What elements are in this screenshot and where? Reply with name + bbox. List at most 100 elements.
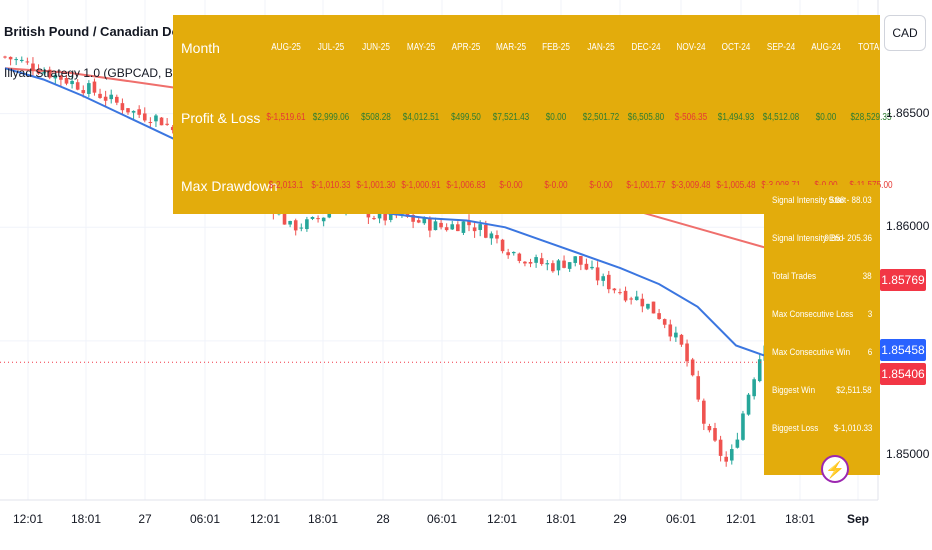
candle-body — [685, 343, 689, 362]
month-cell: AUG-24 — [811, 42, 841, 53]
profit-cell: $499.50 — [451, 112, 481, 123]
candle-body — [500, 239, 505, 252]
drawdown-label: Max Drawdown — [181, 178, 278, 194]
stats-row: Biggest Loss $-1,010.33 — [764, 419, 880, 439]
candle-body — [81, 90, 86, 94]
currency-button[interactable]: CAD — [884, 15, 926, 51]
candle-body — [98, 93, 102, 98]
moving-average-blue — [4, 67, 814, 361]
candle-body — [321, 217, 326, 222]
candle-body — [154, 115, 158, 122]
candle-body — [19, 59, 24, 62]
candle-body — [556, 260, 561, 271]
stats-value: 3 — [867, 309, 872, 320]
candle-body — [579, 256, 583, 265]
price-axis-label: 1.86000 — [886, 219, 930, 234]
month-cell: MAY-25 — [406, 42, 436, 53]
candle-body — [528, 262, 533, 264]
candle-body — [450, 224, 455, 230]
candle-body — [478, 224, 483, 230]
candle-body — [606, 274, 611, 290]
time-axis-label: 06:01 — [189, 512, 221, 526]
candle-body — [64, 78, 69, 84]
stats-label: Signal Intensity Start — [772, 195, 847, 206]
stats-label: Signal Intensity End — [772, 233, 844, 244]
candle-body — [713, 428, 717, 441]
candle-body — [679, 334, 684, 345]
price-tag: 1.85458 — [880, 339, 926, 362]
candle-body — [461, 221, 466, 233]
candle-body — [668, 324, 673, 337]
stats-label: Biggest Win — [772, 385, 816, 396]
candle-body — [741, 413, 745, 440]
candle-body — [293, 220, 298, 231]
candle-body — [590, 266, 594, 269]
candle-body — [433, 221, 438, 231]
candle-body — [8, 56, 13, 60]
profit-cell: $6,505.80 — [627, 112, 665, 123]
candle-body — [416, 220, 421, 223]
month-cell: NOV-24 — [676, 42, 706, 53]
candle-body — [735, 439, 740, 448]
time-axis-label: 12:01 — [486, 512, 518, 526]
candle-body — [495, 235, 499, 239]
candle-body — [103, 96, 108, 101]
candle-body — [646, 303, 650, 309]
drawdown-cell: $-1,001.30 — [356, 180, 396, 191]
drawdown-cell: $-3,009.48 — [671, 180, 711, 191]
candle-body — [657, 313, 661, 319]
candle-body — [545, 263, 550, 265]
profit-cell: $-1,519.61 — [266, 112, 306, 123]
stats-label: Max Consecutive Loss — [772, 309, 854, 320]
drawdown-cell: $-1,000.91 — [401, 180, 441, 191]
candle-body — [472, 227, 477, 232]
candle-body — [126, 108, 130, 113]
candle-body — [428, 218, 432, 231]
candle-body — [310, 216, 315, 219]
candle-body — [42, 71, 46, 74]
lightning-icon[interactable]: ⚡ — [821, 455, 849, 483]
candle-body — [115, 96, 119, 103]
month-cell: FEB-25 — [542, 42, 570, 53]
candle-body — [629, 298, 633, 300]
candle-body — [573, 256, 578, 263]
profit-cell: $28,529.35 — [850, 112, 892, 123]
candle-body — [59, 75, 63, 80]
candle-body — [511, 251, 516, 254]
candle-body — [618, 292, 622, 294]
candle-body — [131, 110, 136, 113]
candle-body — [702, 400, 706, 424]
time-axis-label: 18:01 — [545, 512, 577, 526]
candle-body — [567, 262, 572, 269]
drawdown-cell: $-2,013.1 — [268, 180, 304, 191]
candle-body — [623, 290, 628, 301]
time-axis-label: 06:01 — [426, 512, 458, 526]
profit-cell: $4,012.51 — [402, 112, 440, 123]
time-axis-label: 18:01 — [70, 512, 102, 526]
stats-row: Biggest Win $2,511.58 — [764, 381, 880, 401]
candle-body — [422, 218, 427, 224]
time-axis-label: 06:01 — [665, 512, 697, 526]
time-axis-label: 12:01 — [249, 512, 281, 526]
stats-label: Max Consecutive Win — [772, 347, 851, 358]
candle-body — [142, 113, 147, 121]
time-axis-label: 28 — [376, 512, 390, 526]
candle-body — [305, 219, 309, 230]
profit-cell: $1,494.93 — [717, 112, 755, 123]
candle-body — [31, 63, 35, 71]
candle-body — [53, 74, 58, 79]
time-axis-label: 29 — [613, 512, 627, 526]
profit-cell: $4,512.08 — [762, 112, 800, 123]
candle-body — [92, 81, 97, 93]
candle-body — [148, 122, 153, 124]
candle-body — [456, 224, 460, 232]
candle-body — [489, 233, 494, 239]
profit-row: Profit & Loss $-1,519.61 $2,999.06 $508.28… — [173, 104, 892, 132]
time-axis-label: 27 — [138, 512, 152, 526]
candle-body — [25, 61, 30, 63]
candle-body — [299, 227, 304, 229]
candle-body — [640, 298, 645, 307]
stats-row: Max Consecutive Win 6 — [764, 343, 880, 363]
time-axis-label: 12:01 — [12, 512, 44, 526]
price-tag: 1.85769 — [880, 268, 926, 291]
